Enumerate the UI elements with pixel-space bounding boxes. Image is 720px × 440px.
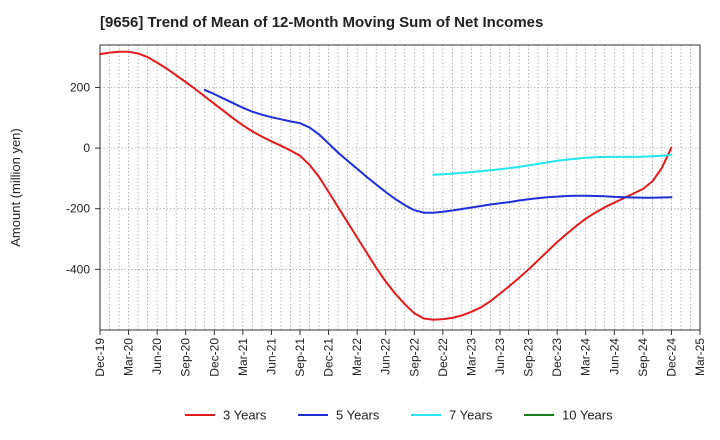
- y-tick-label: 200: [70, 80, 90, 94]
- x-tick-label: Sep-22: [407, 338, 421, 377]
- legend-label: 7 Years: [449, 408, 493, 423]
- x-tick-label: Dec-24: [664, 338, 678, 377]
- series-line-3-years: [99, 50, 673, 321]
- series-line-7-years: [432, 153, 673, 176]
- chart-title: [9656] Trend of Mean of 12-Month Moving …: [100, 14, 544, 31]
- x-tick-label: Jun-22: [379, 338, 393, 375]
- x-tick-label: Sep-21: [293, 338, 307, 377]
- y-tick-label: -200: [66, 202, 90, 216]
- x-tick-label: Dec-22: [436, 338, 450, 377]
- x-tick-label: Jun-24: [607, 338, 621, 375]
- x-tick-label: Dec-21: [322, 338, 336, 377]
- grid-layer: [99, 45, 701, 330]
- x-tick-label: Dec-19: [93, 338, 107, 377]
- x-tick-label: Mar-20: [122, 338, 136, 376]
- x-tick-label: Mar-24: [579, 338, 593, 376]
- x-tick-label: Sep-24: [636, 338, 650, 377]
- x-tick-label: Jun-20: [150, 338, 164, 375]
- x-tick-label: Jun-21: [264, 338, 278, 375]
- x-tick-label: Mar-22: [350, 338, 364, 376]
- x-tick-label: Dec-20: [207, 338, 221, 377]
- x-tick-label: Jun-23: [493, 338, 507, 375]
- y-axis-label: Amount (million yen): [8, 128, 23, 247]
- series-line-5-years: [203, 88, 673, 214]
- labels-layer: 200 0 -200 -400 Dec-19 Mar-20 Jun-20 Sep-20 Dec-…: [8, 80, 707, 376]
- x-tick-label: Mar-25: [693, 338, 707, 376]
- x-tick-label: Sep-20: [179, 338, 193, 377]
- legend-layer: 3 Years 5 Years 7 Years 10 Years: [185, 408, 613, 423]
- x-tick-label: Mar-23: [464, 338, 478, 376]
- y-tick-label: -400: [66, 262, 90, 276]
- plot-frame: [99, 44, 701, 331]
- x-tick-label: Mar-21: [236, 338, 250, 376]
- legend-label: 3 Years: [223, 408, 267, 423]
- series-layer: [99, 50, 673, 321]
- y-tick-label: 0: [83, 141, 90, 155]
- axes-layer: [95, 44, 701, 335]
- legend-label: 5 Years: [336, 408, 380, 423]
- x-tick-label: Dec-23: [550, 338, 564, 377]
- legend-label: 10 Years: [562, 408, 613, 423]
- x-tick-label: Sep-23: [522, 338, 536, 377]
